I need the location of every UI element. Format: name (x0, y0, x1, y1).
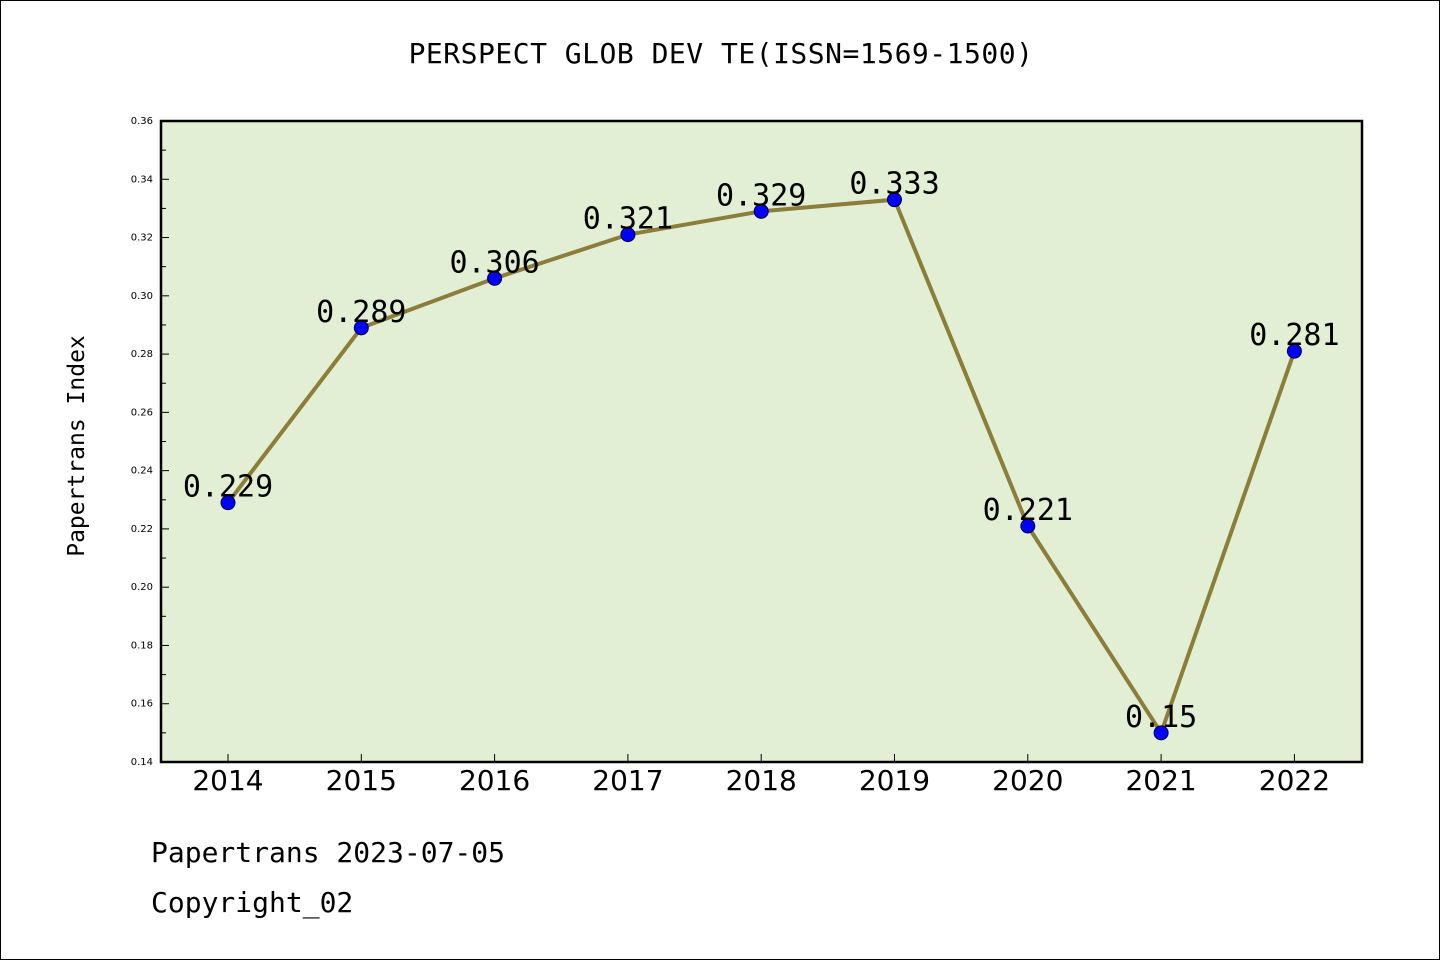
data-label: 0.229 (183, 470, 273, 505)
y-tick-label: 0.26 (131, 407, 153, 418)
y-tick-label: 0.30 (131, 291, 153, 302)
data-label: 0.281 (1249, 318, 1339, 353)
footer-date: Papertrans 2023-07-05 (151, 836, 506, 869)
data-point (220, 495, 236, 511)
plot-area (161, 121, 1362, 762)
y-tick-label: 0.24 (131, 466, 153, 477)
footer-copyright: Copyright_02 (151, 886, 354, 919)
data-label: 0.333 (849, 167, 939, 202)
data-label: 0.306 (449, 245, 539, 280)
x-tick-label: 2019 (859, 764, 930, 797)
data-label: 0.15 (1125, 700, 1197, 735)
data-point (353, 320, 369, 336)
y-tick-label: 0.16 (131, 699, 153, 710)
y-tick-label: 0.18 (131, 640, 153, 651)
x-tick-label: 2014 (192, 764, 263, 797)
y-tick-label: 0.36 (131, 116, 153, 127)
y-tick-label: 0.34 (131, 174, 153, 185)
data-point (1020, 518, 1036, 534)
y-tick-label: 0.32 (131, 233, 153, 244)
data-point (620, 227, 636, 243)
data-point (487, 270, 503, 286)
data-point (887, 192, 902, 208)
y-tick-label: 0.28 (131, 349, 153, 360)
x-tick-label: 2021 (1125, 764, 1196, 797)
x-tick-label: 2022 (1259, 764, 1330, 797)
data-label: 0.329 (716, 178, 806, 213)
x-tick-label: 2016 (459, 764, 530, 797)
y-tick-label: 0.22 (131, 524, 153, 535)
data-label: 0.221 (983, 493, 1073, 528)
x-tick-label: 2020 (992, 764, 1063, 797)
data-point (1286, 343, 1302, 359)
chart-title: PERSPECT GLOB DEV TE(ISSN=1569-1500) (408, 37, 1034, 70)
y-tick-label: 0.20 (131, 582, 153, 593)
x-tick-label: 2015 (326, 764, 397, 797)
x-tick-label: 2017 (592, 764, 663, 797)
data-point (753, 203, 769, 219)
data-label: 0.321 (583, 202, 673, 237)
x-tick-label: 2018 (726, 764, 797, 797)
y-tick-label: 0.14 (131, 757, 153, 768)
data-point (1153, 725, 1169, 741)
plot-border (159, 119, 1364, 764)
data-label: 0.289 (316, 295, 406, 330)
